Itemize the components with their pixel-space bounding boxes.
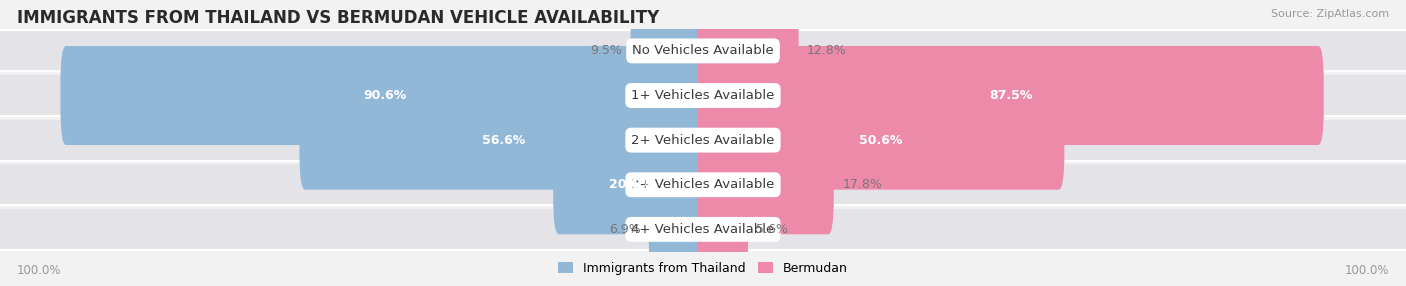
Text: Source: ZipAtlas.com: Source: ZipAtlas.com bbox=[1271, 9, 1389, 19]
Text: 5.6%: 5.6% bbox=[756, 223, 789, 236]
FancyBboxPatch shape bbox=[697, 135, 834, 234]
FancyBboxPatch shape bbox=[697, 180, 748, 279]
Text: 4+ Vehicles Available: 4+ Vehicles Available bbox=[631, 223, 775, 236]
FancyBboxPatch shape bbox=[697, 91, 1064, 190]
Text: 50.6%: 50.6% bbox=[859, 134, 903, 147]
FancyBboxPatch shape bbox=[650, 180, 709, 279]
Text: 17.8%: 17.8% bbox=[842, 178, 882, 191]
Legend: Immigrants from Thailand, Bermudan: Immigrants from Thailand, Bermudan bbox=[553, 257, 853, 280]
Text: 3+ Vehicles Available: 3+ Vehicles Available bbox=[631, 178, 775, 191]
Text: 2+ Vehicles Available: 2+ Vehicles Available bbox=[631, 134, 775, 147]
FancyBboxPatch shape bbox=[697, 1, 799, 100]
Text: 20.5%: 20.5% bbox=[609, 178, 652, 191]
FancyBboxPatch shape bbox=[299, 91, 709, 190]
Text: 6.9%: 6.9% bbox=[609, 223, 641, 236]
Text: 9.5%: 9.5% bbox=[591, 44, 621, 57]
Text: 90.6%: 90.6% bbox=[363, 89, 406, 102]
Text: 56.6%: 56.6% bbox=[482, 134, 526, 147]
Text: No Vehicles Available: No Vehicles Available bbox=[633, 44, 773, 57]
Text: 87.5%: 87.5% bbox=[988, 89, 1032, 102]
FancyBboxPatch shape bbox=[60, 46, 709, 145]
Text: 12.8%: 12.8% bbox=[807, 44, 846, 57]
FancyBboxPatch shape bbox=[630, 1, 709, 100]
Text: 100.0%: 100.0% bbox=[1344, 265, 1389, 277]
FancyBboxPatch shape bbox=[697, 46, 1324, 145]
Text: 1+ Vehicles Available: 1+ Vehicles Available bbox=[631, 89, 775, 102]
Text: IMMIGRANTS FROM THAILAND VS BERMUDAN VEHICLE AVAILABILITY: IMMIGRANTS FROM THAILAND VS BERMUDAN VEH… bbox=[17, 9, 659, 27]
FancyBboxPatch shape bbox=[554, 135, 709, 234]
Text: 100.0%: 100.0% bbox=[17, 265, 62, 277]
